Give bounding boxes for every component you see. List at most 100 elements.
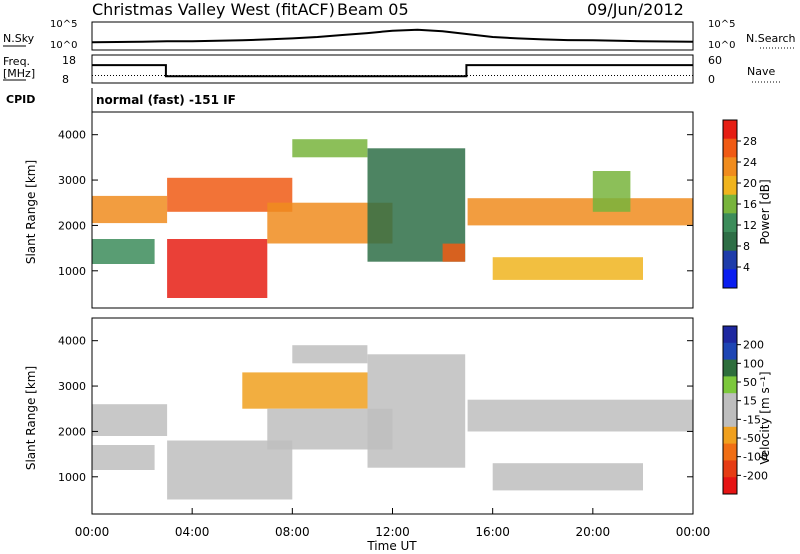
power-band-3 [167, 239, 268, 298]
search-right-label: N.Search [746, 32, 796, 45]
search-tick-top: 10^5 [708, 19, 735, 30]
colorbar-segment [723, 269, 737, 289]
y-tick-label: 1000 [58, 265, 86, 278]
colorbar-segment [723, 393, 737, 411]
nave-tick-bottom: 0 [708, 73, 715, 86]
sky-tick-top: 10^5 [50, 19, 77, 30]
freq-label-2: [MHz] [3, 67, 35, 80]
x-tick-label: 16:00 [475, 525, 510, 539]
velocity-band-7 [467, 399, 693, 432]
colorbar-tick-label: -50 [743, 432, 761, 445]
colorbar-tick-label: 24 [743, 156, 757, 169]
frequency-line [92, 64, 693, 78]
power-panel: 1000 2000 3000 4000 Slant Range [km] 28 24 20… [24, 111, 772, 309]
colorbar-tick-label: 50 [743, 376, 757, 389]
power-colorbar: 28 24 20 16 12 8 4 [722, 119, 757, 289]
nave-label: Nave [747, 65, 775, 78]
colorbar-segment [723, 410, 737, 428]
colorbar-tick-label: -200 [743, 469, 768, 482]
velocity-band-3 [242, 372, 368, 409]
velocity-heatmap [92, 345, 693, 500]
power-band-10 [592, 171, 631, 212]
y-tick-label: 4000 [58, 129, 86, 142]
time-x-axis: 00:00 04:00 08:00 12:00 16:00 20:00 00:00 [75, 508, 711, 539]
freq-tick-bottom: 8 [62, 73, 69, 86]
colorbar-segment [723, 326, 737, 344]
colorbar-frame [722, 325, 738, 495]
colorbar-tick-label: -100 [743, 451, 768, 464]
colorbar-segment [723, 477, 737, 495]
cpid-label: CPID [6, 93, 35, 106]
y-tick-label: 4000 [58, 335, 86, 348]
sky-noise-panel: N.Sky 10^5 10^0 10^5 10^0 N.Search [3, 19, 796, 51]
power-band-1 [92, 239, 155, 264]
power-colorbar-label: Power [dB] [758, 179, 772, 244]
colorbar-tick-label: 4 [743, 261, 750, 274]
colorbar-tick-label: 20 [743, 177, 757, 190]
chart-title: Christmas Valley West (fitACF) [92, 0, 335, 19]
freq-label-1: Freq. [3, 55, 30, 68]
nave-tick-top: 60 [708, 54, 722, 67]
y-tick-label: 1000 [58, 471, 86, 484]
x-tick-label: 12:00 [375, 525, 410, 539]
x-tick-label: 08:00 [275, 525, 310, 539]
velocity-band-8 [492, 463, 643, 491]
power-band-7 [442, 243, 466, 262]
power-y-axis: 1000 2000 3000 4000 [58, 129, 693, 278]
velocity-band-5 [292, 345, 368, 364]
power-heatmap [92, 139, 693, 298]
colorbar-segment [723, 138, 737, 158]
colorbar-segment [723, 460, 737, 478]
velocity-colorbar: 200 100 50 15 -15 -50 -100 -200 [722, 325, 768, 495]
y-tick-label: 3000 [58, 174, 86, 187]
y-tick-label: 2000 [58, 425, 86, 438]
beam-label: Beam 05 [337, 0, 409, 19]
colorbar-tick-label: 16 [743, 198, 757, 211]
colorbar-tick-label: -15 [743, 413, 761, 426]
colorbar-tick-label: 15 [743, 395, 757, 408]
colorbar-segment [723, 157, 737, 177]
colorbar-tick-label: 8 [743, 240, 750, 253]
sky-noise-line [91, 28, 694, 44]
velocity-xlabel: Time UT [366, 539, 417, 553]
x-tick-label: 04:00 [175, 525, 210, 539]
colorbar-tick-label: 100 [743, 357, 764, 370]
x-tick-label: 00:00 [676, 525, 711, 539]
colorbar-segment [723, 176, 737, 196]
colorbar-segment [723, 443, 737, 461]
velocity-band-0 [92, 404, 168, 436]
velocity-y-axis: 1000 2000 3000 4000 [58, 335, 693, 484]
velocity-panel: 1000 2000 3000 4000 Slant Range [km] 200 100… [24, 317, 772, 553]
power-ylabel: Slant Range [km] [24, 160, 38, 264]
power-band-9 [492, 257, 643, 280]
colorbar-segment [723, 194, 737, 214]
x-tick-label: 00:00 [75, 525, 110, 539]
x-tick-label: 20:00 [576, 525, 611, 539]
power-band-0 [92, 195, 168, 224]
velocity-band-6 [367, 354, 466, 468]
colorbar-segment [723, 232, 737, 252]
velocity-ylabel: Slant Range [km] [24, 366, 38, 470]
colorbar-segment [723, 426, 737, 445]
velocity-colorbar-label: Velocity [m s⁻¹] [758, 371, 772, 464]
velocity-band-2 [167, 440, 293, 500]
colorbar-tick-label: 28 [743, 135, 757, 148]
colorbar-segment [723, 359, 737, 377]
y-tick-label: 2000 [58, 219, 86, 232]
search-tick-bottom: 10^0 [708, 40, 735, 51]
sky-left-label: N.Sky [3, 32, 35, 45]
colorbar-segment [723, 376, 737, 394]
power-band-5 [292, 139, 368, 158]
freq-tick-top: 18 [62, 54, 76, 67]
colorbar-tick-label: 200 [743, 339, 764, 352]
frequency-panel: Freq. [MHz] 18 8 60 0 Nave [3, 54, 780, 86]
power-band-8 [467, 198, 693, 226]
date-label: 09/Jun/2012 [587, 0, 684, 19]
colorbar-segment [723, 342, 737, 361]
colorbar-segment [723, 120, 737, 140]
velocity-band-1 [92, 445, 155, 470]
cpid-value: normal (fast) -151 IF [96, 93, 236, 107]
sky-tick-bottom: 10^0 [50, 40, 77, 51]
colorbar-tick-label: 12 [743, 219, 757, 232]
